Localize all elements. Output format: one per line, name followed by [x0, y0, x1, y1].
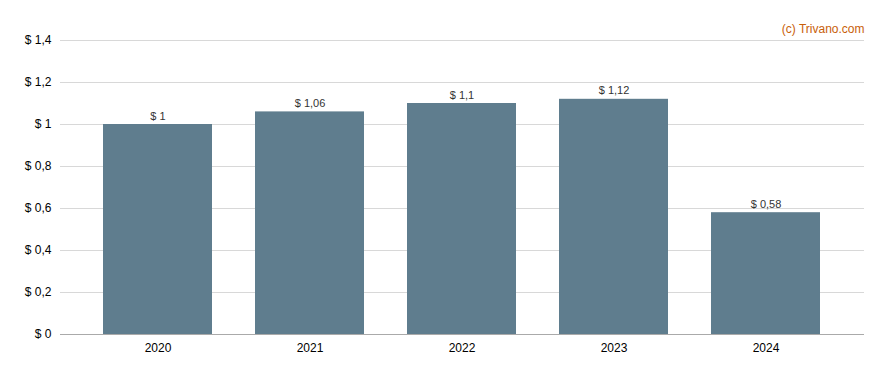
svg-text:$ 1,2: $ 1,2	[25, 75, 52, 89]
svg-text:$ 1,06: $ 1,06	[295, 97, 326, 109]
svg-text:2020: 2020	[145, 341, 172, 355]
svg-text:$ 1: $ 1	[35, 117, 52, 131]
svg-text:$ 0,6: $ 0,6	[25, 201, 52, 215]
svg-text:2022: 2022	[449, 341, 476, 355]
svg-text:$ 1: $ 1	[150, 110, 165, 122]
svg-text:2021: 2021	[297, 341, 324, 355]
svg-text:$ 0,8: $ 0,8	[25, 159, 52, 173]
svg-text:$ 0: $ 0	[35, 327, 52, 341]
svg-text:2024: 2024	[753, 341, 780, 355]
svg-text:$ 1,4: $ 1,4	[25, 33, 52, 47]
svg-text:$ 1,1: $ 1,1	[450, 89, 474, 101]
svg-text:2023: 2023	[601, 341, 628, 355]
svg-text:$ 0,2: $ 0,2	[25, 285, 52, 299]
svg-text:$ 0,58: $ 0,58	[751, 198, 782, 210]
svg-text:$ 0,4: $ 0,4	[25, 243, 52, 257]
svg-text:$ 1,12: $ 1,12	[599, 84, 630, 96]
svg-text:(c) Trivano.com: (c) Trivano.com	[782, 22, 865, 36]
